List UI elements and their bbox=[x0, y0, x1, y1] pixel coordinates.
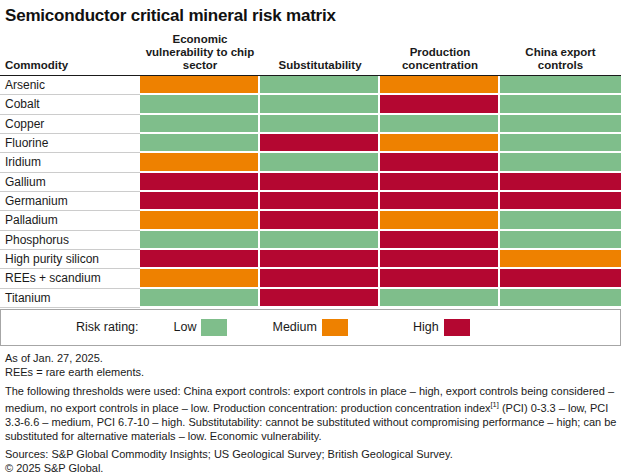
table-row: High purity silicon bbox=[0, 250, 621, 269]
sources-line: Sources: S&P Global Commodity Insights; … bbox=[5, 447, 616, 462]
risk-cell bbox=[140, 289, 260, 308]
thresholds-footnote: The following thresholds were used: Chin… bbox=[5, 384, 617, 443]
table-row: Germanium bbox=[0, 192, 621, 211]
risk-cell bbox=[260, 231, 380, 250]
column-header-production-concentration: Production concentration bbox=[380, 46, 500, 72]
risk-cell bbox=[260, 289, 380, 308]
risk-cell bbox=[260, 250, 380, 269]
risk-cell bbox=[380, 134, 500, 153]
risk-cell bbox=[140, 134, 260, 153]
risk-cell bbox=[380, 269, 500, 288]
risk-cell bbox=[140, 115, 260, 134]
risk-cell bbox=[140, 231, 260, 250]
table-row: Titanium bbox=[0, 289, 621, 308]
risk-cell bbox=[500, 211, 621, 230]
risk-cell bbox=[260, 153, 380, 172]
commodity-label: Fluorine bbox=[0, 134, 140, 153]
risk-cell bbox=[260, 95, 380, 114]
risk-cell bbox=[500, 289, 621, 308]
risk-cell bbox=[380, 289, 500, 308]
chart-title: Semiconductor critical mineral risk matr… bbox=[5, 6, 621, 26]
legend-low-swatch bbox=[201, 319, 227, 336]
risk-cell bbox=[140, 269, 260, 288]
risk-cell bbox=[260, 211, 380, 230]
commodity-label: Cobalt bbox=[0, 95, 140, 114]
risk-cell bbox=[380, 192, 500, 211]
commodity-label: Palladium bbox=[0, 211, 140, 230]
footnote-superscript: [1] bbox=[491, 400, 499, 409]
risk-cell bbox=[500, 231, 621, 250]
risk-cell bbox=[380, 115, 500, 134]
risk-cell bbox=[140, 95, 260, 114]
risk-cell bbox=[260, 269, 380, 288]
legend-label: Risk rating: bbox=[76, 320, 139, 334]
table-row: Gallium bbox=[0, 173, 621, 192]
risk-cell bbox=[380, 250, 500, 269]
matrix-column-headers: Commodity Economic vulnerability to chip… bbox=[0, 33, 621, 76]
column-header-commodity: Commodity bbox=[0, 59, 140, 72]
risk-cell bbox=[500, 192, 621, 211]
risk-cell bbox=[500, 250, 621, 269]
commodity-label: Arsenic bbox=[0, 76, 140, 95]
rees-abbreviation-note: REEs = rare earth elements. bbox=[5, 365, 616, 380]
column-header-substitutability: Substitutability bbox=[260, 59, 380, 72]
risk-cell bbox=[500, 153, 621, 172]
table-row: Palladium bbox=[0, 211, 621, 230]
legend-item-high: High bbox=[348, 319, 470, 336]
risk-cell bbox=[380, 153, 500, 172]
legend-item-low: Low bbox=[139, 319, 228, 336]
risk-cell bbox=[500, 173, 621, 192]
legend-low-label: Low bbox=[174, 320, 197, 334]
risk-cell bbox=[380, 95, 500, 114]
risk-cell bbox=[140, 192, 260, 211]
as-of-date: As of Jan. 27, 2025. bbox=[5, 351, 616, 366]
table-row: Phosphorus bbox=[0, 231, 621, 250]
legend-medium-label: Medium bbox=[272, 320, 316, 334]
table-row: Arsenic bbox=[0, 76, 621, 95]
risk-matrix-chart: Semiconductor critical mineral risk matr… bbox=[0, 0, 621, 473]
risk-cell bbox=[500, 269, 621, 288]
risk-cell bbox=[500, 115, 621, 134]
risk-matrix-body: ArsenicCobaltCopperFluorineIridiumGalliu… bbox=[0, 76, 621, 308]
commodity-label: Gallium bbox=[0, 173, 140, 192]
risk-cell bbox=[140, 76, 260, 95]
chart-footer: As of Jan. 27, 2025. REEs = rare earth e… bbox=[5, 351, 616, 473]
commodity-label: Iridium bbox=[0, 153, 140, 172]
risk-cell bbox=[380, 173, 500, 192]
risk-cell bbox=[260, 173, 380, 192]
legend-high-swatch bbox=[444, 319, 470, 336]
table-row: Fluorine bbox=[0, 134, 621, 153]
risk-cell bbox=[140, 173, 260, 192]
risk-cell bbox=[140, 153, 260, 172]
risk-rating-legend: Risk rating: Low Medium High bbox=[0, 309, 621, 346]
risk-cell bbox=[380, 211, 500, 230]
column-header-economic-vulnerability: Economic vulnerability to chip sector bbox=[140, 33, 260, 72]
legend-medium-swatch bbox=[322, 319, 348, 336]
commodity-label: Germanium bbox=[0, 192, 140, 211]
table-row: REEs + scandium bbox=[0, 269, 621, 288]
table-row: Cobalt bbox=[0, 95, 621, 114]
commodity-label: Phosphorus bbox=[0, 231, 140, 250]
risk-cell bbox=[140, 250, 260, 269]
risk-cell bbox=[380, 231, 500, 250]
commodity-label: Titanium bbox=[0, 289, 140, 308]
risk-cell bbox=[500, 76, 621, 95]
risk-cell bbox=[260, 76, 380, 95]
column-header-china-export-controls: China export controls bbox=[500, 46, 621, 72]
risk-cell bbox=[260, 134, 380, 153]
legend-high-label: High bbox=[413, 320, 439, 334]
commodity-label: REEs + scandium bbox=[0, 269, 140, 288]
risk-cell bbox=[140, 211, 260, 230]
copyright-line: © 2025 S&P Global. bbox=[5, 461, 616, 473]
table-row: Copper bbox=[0, 115, 621, 134]
risk-cell bbox=[260, 192, 380, 211]
legend-item-medium: Medium bbox=[227, 319, 347, 336]
commodity-label: Copper bbox=[0, 115, 140, 134]
risk-cell bbox=[500, 134, 621, 153]
risk-cell bbox=[500, 95, 621, 114]
commodity-label: High purity silicon bbox=[0, 250, 140, 269]
table-row: Iridium bbox=[0, 153, 621, 172]
risk-cell bbox=[260, 115, 380, 134]
risk-cell bbox=[380, 76, 500, 95]
